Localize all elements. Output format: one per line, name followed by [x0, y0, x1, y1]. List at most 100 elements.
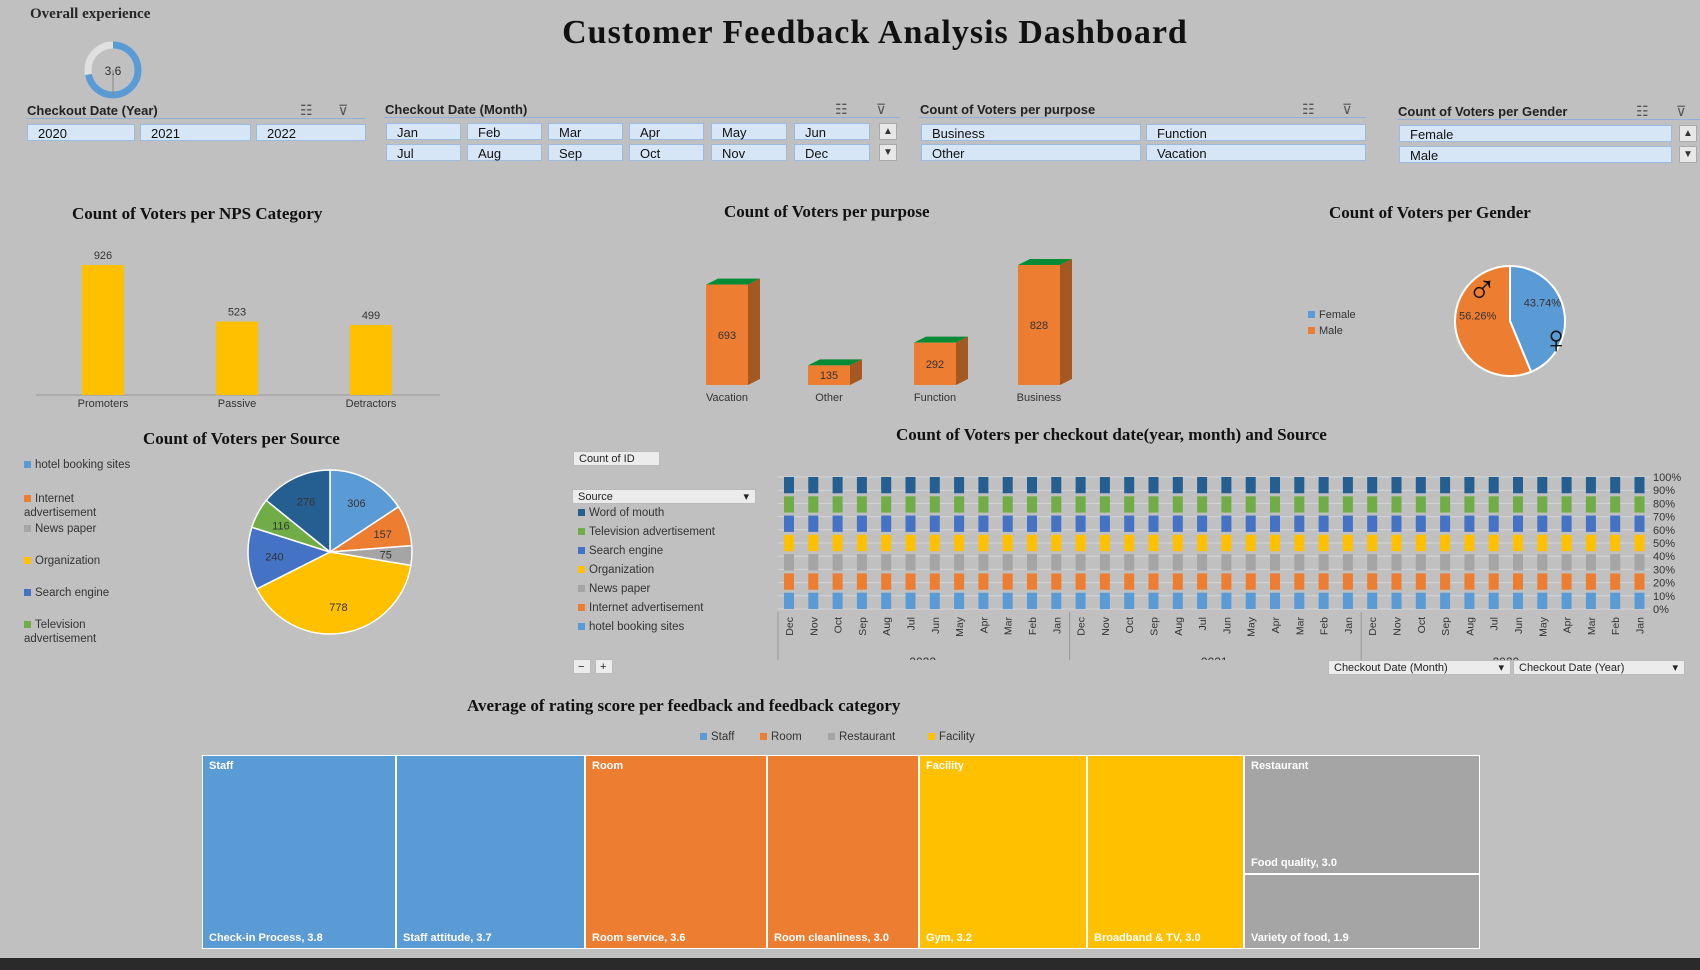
legend-swatch	[24, 589, 31, 597]
stacked-segment	[1027, 592, 1037, 609]
stacked-segment	[784, 496, 794, 513]
stacked-segment	[1634, 515, 1645, 532]
stacked-segment	[1367, 515, 1378, 532]
stacked-segment	[1245, 554, 1256, 571]
tick-label: Business	[1017, 392, 1062, 404]
data-label: 116	[272, 521, 290, 533]
scroll-up-button[interactable]: ▲	[1679, 125, 1697, 142]
stacked-segment	[1513, 554, 1523, 571]
x-tick-label: Jul	[1489, 617, 1501, 630]
legend-swatch	[578, 547, 585, 555]
stacked-segment	[1148, 554, 1159, 571]
slicer-month-item[interactable]: May	[711, 123, 787, 140]
legend-label: Search engine	[589, 545, 664, 557]
data-label: 828	[1030, 320, 1048, 332]
legend-swatch	[24, 557, 31, 565]
stacked-segment	[1197, 534, 1208, 552]
slicer-month-item[interactable]: Jun	[794, 123, 870, 140]
slicer-purpose-title: Count of Voters per purpose	[920, 102, 1096, 117]
stacked-segment	[1075, 477, 1086, 494]
multiselect-icon[interactable]: ☷	[300, 102, 313, 118]
nps-chart-title: Count of Voters per NPS Category	[72, 204, 323, 223]
treemap-item-label: Gym, 3.2	[926, 932, 972, 944]
clear-filter-icon[interactable]: ⊽	[876, 101, 887, 117]
stacked-segment	[1221, 573, 1232, 590]
slicer-purpose-item[interactable]: Business	[921, 124, 1141, 141]
slicer-month-item[interactable]: Nov	[711, 144, 787, 161]
year-field-dropdown[interactable]: Checkout Date (Year) ▾	[1513, 660, 1685, 675]
slicer-month-item[interactable]: Jul	[386, 144, 461, 161]
data-label: 693	[718, 330, 736, 342]
slicer-year-item[interactable]: 2022	[256, 124, 366, 141]
collapse-button[interactable]: −	[573, 659, 591, 674]
count-of-id-button[interactable]: Count of ID	[573, 451, 660, 466]
stacked-segment	[1197, 573, 1208, 590]
month-field-dropdown[interactable]: Checkout Date (Month) ▾	[1328, 660, 1511, 675]
multiselect-icon[interactable]: ☷	[1302, 101, 1315, 117]
stacked-segment	[1415, 515, 1426, 532]
year-label: 2021	[1201, 655, 1228, 660]
slicer-month-item[interactable]: Mar	[548, 123, 623, 140]
multiselect-icon[interactable]: ☷	[1636, 103, 1649, 119]
stacked-segment	[929, 515, 940, 532]
stacked-segment	[1172, 496, 1183, 513]
scroll-up-button[interactable]: ▲	[879, 123, 897, 140]
stacked-segment	[1342, 534, 1353, 552]
stacked-segment	[1634, 534, 1645, 552]
legend-item: Organization	[578, 563, 654, 577]
clear-filter-icon[interactable]: ⊽	[1342, 101, 1353, 117]
stacked-segment	[1245, 573, 1256, 590]
stacked-segment	[1610, 592, 1621, 609]
x-tick-label: Mar	[1294, 617, 1306, 636]
pie-slice	[255, 551, 412, 635]
slicer-year-item[interactable]: 2021	[140, 124, 251, 141]
legend-swatch	[928, 733, 935, 741]
clear-filter-icon[interactable]: ⊽	[1676, 103, 1687, 119]
slicer-month-item[interactable]: Oct	[629, 144, 704, 161]
legend-swatch	[578, 623, 585, 631]
stacked-segment	[1610, 496, 1621, 513]
chevron-down-icon: ▾	[1498, 662, 1504, 674]
slicer-year-item[interactable]: 2020	[27, 124, 135, 141]
slicer-month-item[interactable]: Sep	[548, 144, 623, 161]
expand-button[interactable]: +	[595, 659, 613, 674]
x-tick-label: Dec	[1367, 617, 1379, 636]
slicer-month-item[interactable]: Dec	[794, 144, 870, 161]
legend-label: Internet advertisement	[24, 493, 97, 519]
stacked-segment	[1488, 515, 1499, 532]
tick-label: Promoters	[78, 398, 129, 410]
x-tick-label: Mar	[1586, 617, 1598, 636]
slicer-month-item[interactable]: Jan	[386, 123, 461, 140]
stacked-segment	[1051, 573, 1062, 590]
treemap-group-label: Facility	[926, 760, 964, 772]
stacked-segment	[1464, 554, 1475, 571]
multiselect-icon[interactable]: ☷	[835, 101, 848, 117]
slicer-gender-item[interactable]: Male	[1399, 146, 1672, 163]
overall-experience-gauge: 3.6	[84, 41, 142, 99]
slicer-month-item[interactable]: Feb	[467, 123, 542, 140]
y-tick-label: 10%	[1653, 591, 1675, 603]
stacked-segment	[1440, 573, 1451, 590]
treemap-group-label: Room	[592, 760, 624, 772]
x-tick-label: Oct	[1416, 617, 1428, 633]
clear-filter-icon[interactable]: ⊽	[338, 102, 349, 118]
data-label: 75	[380, 549, 392, 561]
source-field-dropdown[interactable]: Source ▾	[572, 489, 756, 504]
bar	[808, 365, 850, 385]
scroll-down-button[interactable]: ▼	[879, 144, 897, 161]
stacked-segment	[832, 592, 843, 609]
legend-item: Television advertisement	[24, 618, 136, 646]
legend-label: Organization	[589, 564, 655, 576]
slicer-month-item[interactable]: Aug	[467, 144, 542, 161]
slicer-month-item[interactable]: Apr	[629, 123, 704, 140]
data-label: 135	[820, 370, 838, 382]
scroll-down-button[interactable]: ▼	[1679, 146, 1697, 163]
stacked-segment	[1513, 573, 1523, 590]
stacked-segment	[1537, 573, 1548, 590]
legend-item: Room	[760, 730, 802, 744]
slicer-purpose-item[interactable]: Other	[921, 144, 1141, 161]
slicer-purpose-item[interactable]: Function	[1146, 124, 1366, 141]
slicer-gender-item[interactable]: Female	[1399, 125, 1672, 142]
stacked-segment	[1318, 554, 1329, 571]
slicer-purpose-item[interactable]: Vacation	[1146, 144, 1366, 161]
